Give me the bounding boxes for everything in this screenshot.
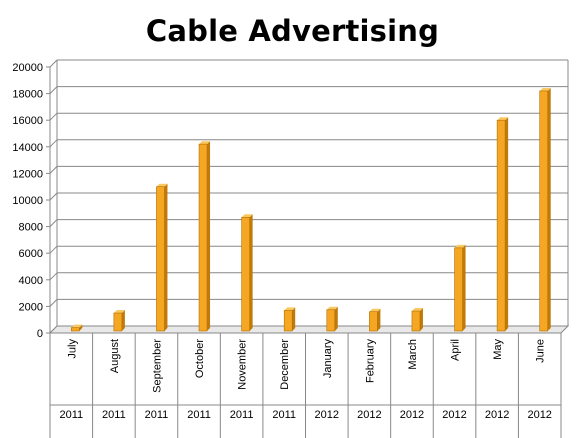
bar-side: [419, 308, 423, 331]
y-tick-label: 18000: [12, 89, 43, 101]
gridline-side: [49, 245, 58, 254]
bar: [156, 186, 165, 332]
gridline-side: [49, 59, 58, 68]
bar-top: [539, 87, 551, 91]
x-category-label: March: [407, 339, 419, 370]
bar: [198, 143, 208, 332]
gridline-side: [49, 86, 58, 94]
y-tick-label: 16000: [12, 115, 43, 127]
bar-top: [113, 310, 125, 314]
y-tick-label: 0: [37, 328, 43, 340]
x-year-label: 2012: [527, 409, 551, 421]
bar-side: [207, 141, 211, 331]
bar-side: [292, 307, 296, 331]
bar-side: [505, 117, 509, 331]
chart-title: Cable Advertising: [145, 14, 440, 48]
x-category-label: June: [535, 339, 547, 363]
x-year-label: 2011: [102, 409, 126, 421]
bar: [496, 119, 506, 332]
y-tick-label: 4000: [19, 275, 43, 287]
bar-top: [454, 244, 466, 248]
bar-top: [497, 117, 509, 121]
x-year-label: 2011: [187, 409, 211, 421]
bar: [369, 311, 378, 332]
x-category-label: January: [322, 339, 334, 379]
gridline-side: [49, 192, 58, 201]
bar: [283, 310, 293, 332]
bar: [70, 327, 80, 332]
x-year-label: 2012: [442, 409, 466, 421]
bar: [113, 312, 123, 332]
gridline-side: [49, 272, 58, 281]
x-category-label: August: [109, 339, 121, 373]
x-year-label: 2011: [272, 409, 296, 421]
bar: [241, 216, 250, 332]
gridline-side: [49, 112, 58, 121]
bar: [454, 247, 463, 332]
bar-side: [547, 87, 551, 331]
bar-side: [377, 308, 381, 331]
y-tick-label: 20000: [12, 62, 43, 74]
x-year-label: 2012: [400, 409, 424, 421]
plot-floor: [48, 325, 570, 334]
bar-side: [334, 306, 338, 331]
bar-top: [284, 307, 296, 311]
x-year-label: 2011: [230, 409, 254, 421]
gridline-side: [49, 166, 58, 174]
gridline-side: [49, 299, 58, 307]
bar-side: [164, 183, 168, 331]
x-category-label: December: [279, 339, 291, 390]
bar-top: [411, 308, 423, 312]
x-year-label: 2011: [145, 409, 169, 421]
gridline-side: [49, 139, 58, 148]
bar-top: [241, 214, 253, 218]
x-category-label: July: [66, 339, 78, 359]
bar: [411, 310, 421, 332]
bar-top: [71, 324, 83, 328]
gridline-side: [49, 219, 58, 227]
bar-side: [79, 324, 83, 331]
bar-top: [199, 141, 211, 145]
bar-top: [369, 308, 381, 312]
x-year-label: 2012: [485, 409, 509, 421]
bar-side: [462, 244, 466, 331]
y-tick-label: 6000: [19, 248, 43, 260]
y-tick-label: 14000: [12, 142, 43, 154]
x-category-label: October: [194, 339, 206, 378]
x-category-label: February: [364, 339, 376, 384]
bar-side: [249, 214, 253, 331]
bar: [326, 309, 336, 332]
y-tick-label: 12000: [12, 168, 43, 180]
x-category-label: September: [151, 339, 163, 393]
bar-top: [326, 306, 338, 310]
y-tick-label: 8000: [19, 222, 43, 234]
y-tick-label: 2000: [19, 301, 43, 313]
x-category-label: November: [237, 339, 249, 390]
x-year-label: 2011: [59, 409, 83, 421]
bar: [539, 90, 549, 332]
bar-top: [156, 183, 168, 187]
x-year-label: 2012: [315, 409, 339, 421]
x-category-label: April: [450, 339, 462, 361]
x-category-label: May: [492, 339, 504, 360]
bar-side: [121, 310, 125, 331]
y-tick-label: 10000: [12, 195, 43, 207]
x-year-label: 2012: [357, 409, 381, 421]
